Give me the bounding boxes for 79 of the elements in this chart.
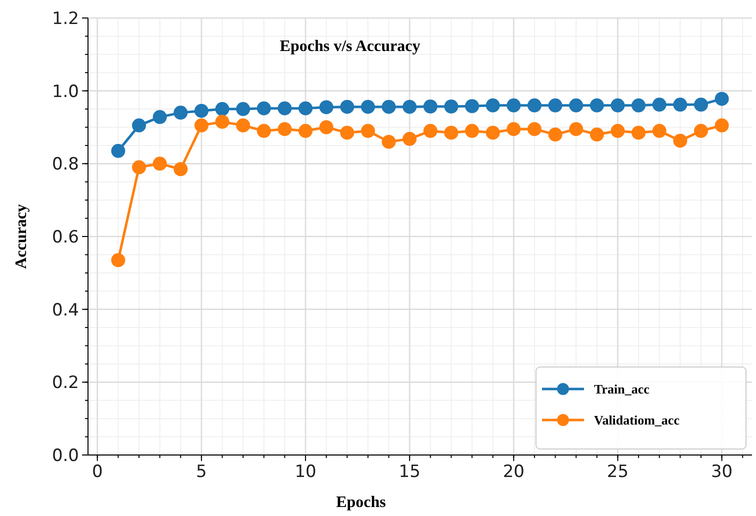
point xyxy=(132,118,146,132)
point xyxy=(590,98,604,112)
x-tick-label: 5 xyxy=(196,462,207,482)
point xyxy=(360,100,375,114)
point xyxy=(319,100,334,114)
point xyxy=(402,100,417,114)
point xyxy=(236,118,250,132)
point xyxy=(610,98,625,112)
point xyxy=(340,126,354,140)
point xyxy=(673,134,688,148)
point xyxy=(465,124,480,138)
point xyxy=(382,100,396,114)
point xyxy=(569,122,584,136)
point xyxy=(714,92,729,106)
point xyxy=(548,98,562,112)
point xyxy=(527,98,542,112)
point xyxy=(590,128,604,142)
point xyxy=(111,253,126,268)
point xyxy=(298,124,313,138)
point xyxy=(632,126,646,140)
point xyxy=(152,156,167,171)
point xyxy=(506,98,521,112)
point xyxy=(632,98,646,112)
y-axis-title: Accuracy xyxy=(13,204,30,269)
y-tick-label: 1.0 xyxy=(52,82,79,102)
point xyxy=(652,98,666,112)
x-tick-label: 30 xyxy=(711,462,733,482)
x-tick-label: 20 xyxy=(502,462,524,482)
point xyxy=(194,104,208,118)
point xyxy=(423,124,438,138)
point xyxy=(256,101,271,116)
x-tick-label: 10 xyxy=(294,462,316,482)
point xyxy=(486,126,500,140)
point xyxy=(236,102,250,116)
point xyxy=(673,98,688,112)
point xyxy=(569,98,584,112)
y-tick-label: 0.4 xyxy=(52,300,79,320)
point xyxy=(215,102,230,116)
y-tick-label: 0.6 xyxy=(52,227,79,248)
point xyxy=(694,124,708,138)
legend-label: Validatiom_acc xyxy=(594,412,680,428)
point xyxy=(319,120,334,134)
point xyxy=(423,99,438,114)
y-tick-label: 1.2 xyxy=(52,8,79,29)
y-tick-label: 0.2 xyxy=(52,373,79,394)
point xyxy=(215,114,230,129)
point xyxy=(486,98,500,112)
point xyxy=(278,101,292,116)
point xyxy=(278,122,292,136)
point xyxy=(610,124,625,138)
point xyxy=(382,134,396,149)
point xyxy=(174,106,188,120)
y-tick-label: 0.8 xyxy=(52,154,79,175)
point xyxy=(444,126,458,140)
point xyxy=(506,122,521,136)
point xyxy=(714,118,729,132)
point xyxy=(340,100,354,114)
x-axis-title: Epochs xyxy=(336,494,386,511)
point xyxy=(360,124,375,138)
point xyxy=(548,128,562,142)
point xyxy=(152,110,167,124)
x-tick-label: 25 xyxy=(606,462,629,482)
point xyxy=(111,144,126,158)
point xyxy=(444,99,458,114)
point xyxy=(694,98,708,112)
point xyxy=(174,162,188,176)
legend-label: Train_acc xyxy=(594,382,650,397)
x-tick-label: 0 xyxy=(92,462,103,482)
point xyxy=(652,124,666,138)
point xyxy=(194,118,208,132)
point xyxy=(256,124,271,138)
point xyxy=(298,101,313,116)
x-tick-label: 15 xyxy=(398,462,420,482)
point xyxy=(132,160,146,174)
point xyxy=(527,122,542,136)
point xyxy=(465,99,480,114)
text: Epochs v/s Accuracy xyxy=(280,38,420,55)
point xyxy=(402,132,417,146)
y-tick-label: 0.0 xyxy=(52,446,79,466)
